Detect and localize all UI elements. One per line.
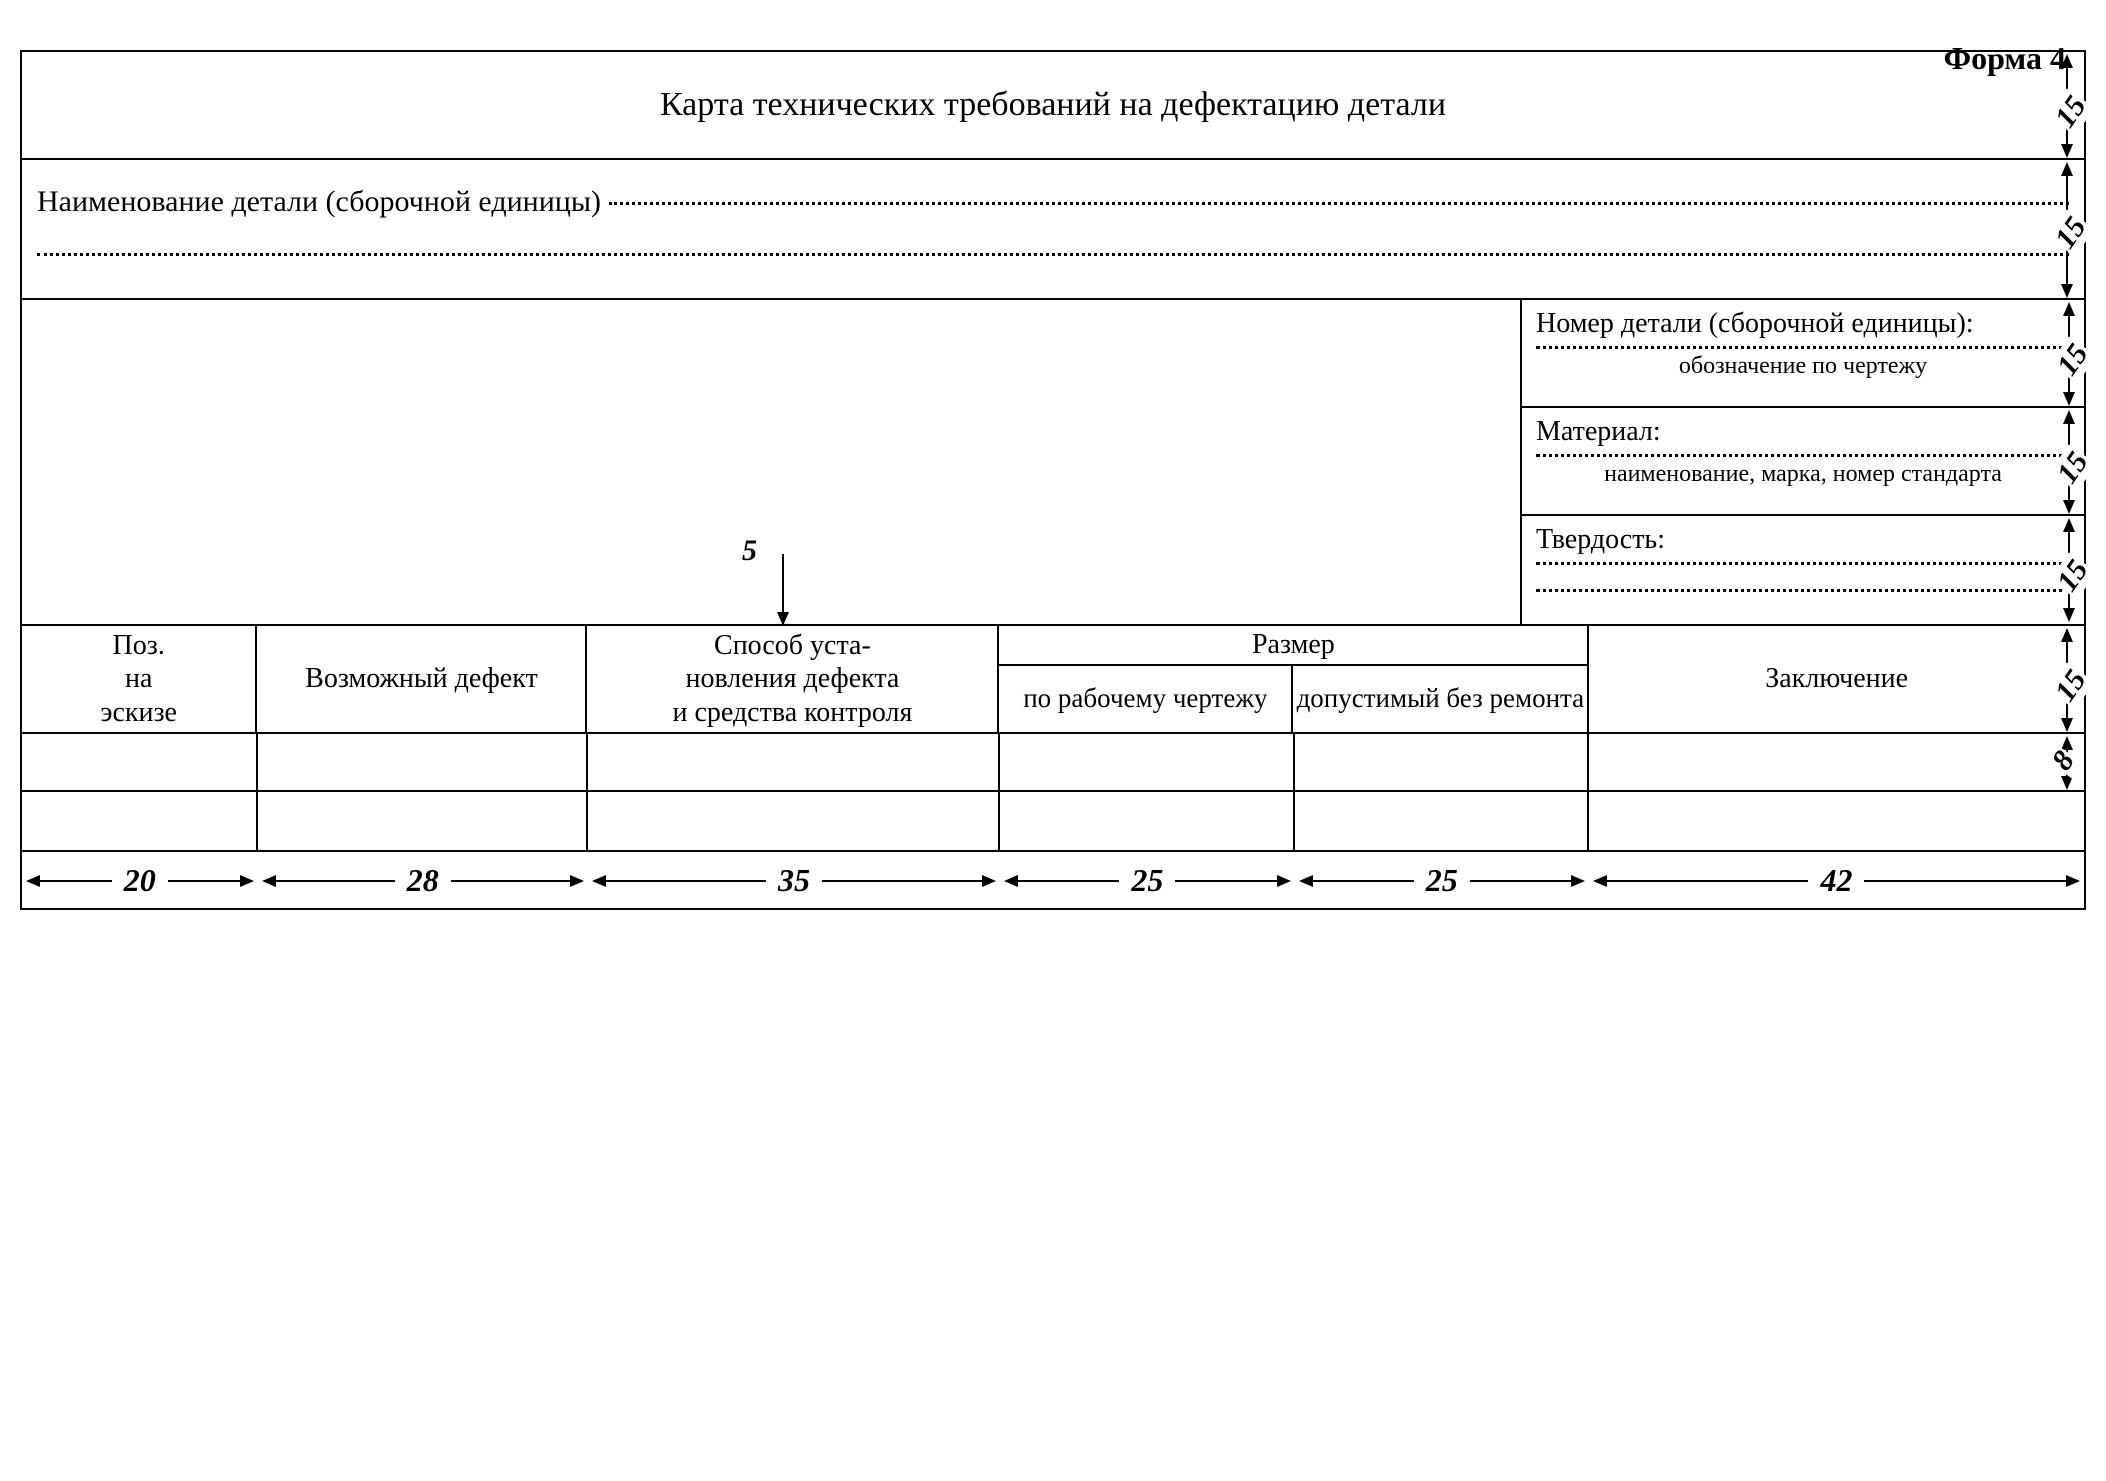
five-dim-label: 5 bbox=[742, 534, 757, 568]
name-label: Наименование детали (сборочной единицы) bbox=[37, 185, 601, 219]
title-text: Карта технических требований на дефектац… bbox=[660, 86, 1446, 124]
form-frame: Карта технических требований на дефектац… bbox=[20, 50, 2086, 852]
name-row: Наименование детали (сборочной единицы) … bbox=[22, 160, 2084, 300]
vdim-num: 15 bbox=[2049, 337, 2096, 384]
col-pos: Поз. на эскизе bbox=[22, 626, 257, 732]
part-number-label: Номер детали (сборочной единицы): bbox=[1536, 308, 2070, 340]
col-method: Способ уста- новления дефекта и средства… bbox=[587, 626, 999, 732]
cell bbox=[1295, 734, 1589, 790]
cell bbox=[1000, 734, 1294, 790]
sketch-area: 5 bbox=[22, 300, 1520, 624]
cell bbox=[1000, 792, 1294, 850]
dim-cell: 20 bbox=[22, 852, 258, 908]
col-defect: Возможный дефект bbox=[257, 626, 587, 732]
col-size-label: Размер bbox=[999, 626, 1587, 666]
dim-cell: 35 bbox=[588, 852, 1000, 908]
cell bbox=[1295, 792, 1589, 850]
col-conclusion: Заключение bbox=[1589, 626, 2084, 732]
cell bbox=[22, 734, 258, 790]
cell bbox=[258, 792, 588, 850]
vdim-hard: 15 bbox=[2049, 553, 2096, 600]
col-size-allowed: допустимый без ремонта bbox=[1293, 666, 1587, 732]
columns-header: Поз. на эскизе Возможный дефект Способ у… bbox=[22, 626, 2084, 734]
title-row: Карта технических требований на дефектац… bbox=[22, 52, 2084, 160]
cell bbox=[1589, 734, 2084, 790]
cell bbox=[22, 792, 258, 850]
cell bbox=[1589, 792, 2084, 850]
vdim-header: 15 bbox=[2047, 663, 2094, 710]
col-size-drawing: по рабочему чертежу bbox=[999, 666, 1293, 732]
data-row: 8 bbox=[22, 734, 2084, 792]
dimension-row: 20 28 35 25 25 42 bbox=[20, 852, 2086, 910]
hardness-cell: Твердость: 15 bbox=[1522, 516, 2084, 624]
dim-cell: 42 bbox=[1589, 852, 2084, 908]
vdim-row: 8 bbox=[2044, 744, 2083, 779]
dim-cell: 28 bbox=[258, 852, 588, 908]
cell bbox=[588, 734, 1000, 790]
info-column: Номер детали (сборочной единицы): обозна… bbox=[1520, 300, 2084, 624]
mid-block: 5 Номер детали (сборочной единицы): обоз… bbox=[22, 300, 2084, 626]
vdim-mat: 15 bbox=[2049, 445, 2096, 492]
part-number-cell: Номер детали (сборочной единицы): обозна… bbox=[1522, 300, 2084, 408]
dim-cell: 25 bbox=[1295, 852, 1589, 908]
col-size: Размер по рабочему чертежу допустимый бе… bbox=[999, 626, 1589, 732]
material-sub: наименование, марка, номер стандарта bbox=[1536, 461, 2070, 488]
material-cell: Материал: наименование, марка, номер ста… bbox=[1522, 408, 2084, 516]
vdim-title: 15 bbox=[2047, 89, 2094, 136]
cell bbox=[258, 734, 588, 790]
cell bbox=[588, 792, 1000, 850]
dim-cell: 25 bbox=[1000, 852, 1294, 908]
hardness-label: Твердость: bbox=[1536, 524, 2070, 556]
data-row bbox=[22, 792, 2084, 850]
vdim-name: 15 bbox=[2047, 209, 2094, 256]
material-label: Материал: bbox=[1536, 416, 2070, 448]
part-number-sub: обозначение по чертежу bbox=[1536, 353, 2070, 380]
